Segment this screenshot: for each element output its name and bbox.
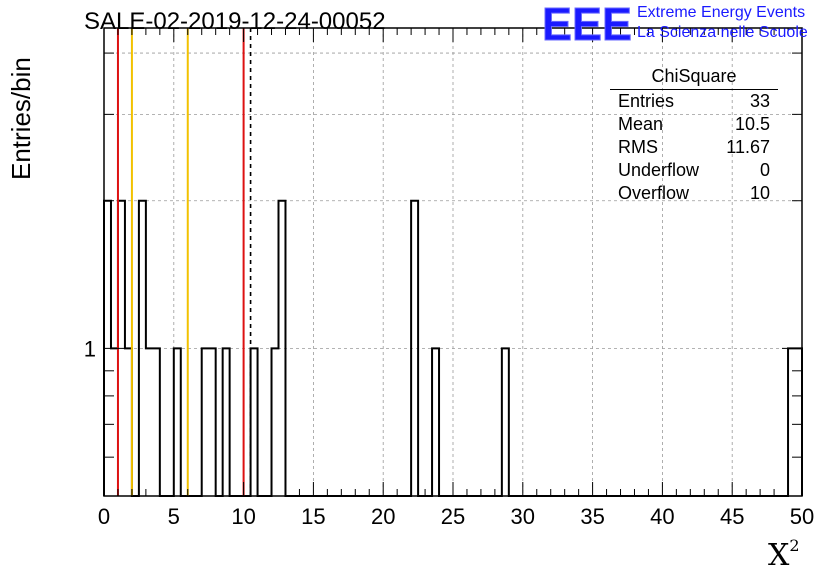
x-tick-label: 35 bbox=[580, 504, 604, 529]
stats-label: Mean bbox=[618, 114, 664, 134]
x-tick-label: 20 bbox=[371, 504, 395, 529]
x-tick-label: 0 bbox=[98, 504, 110, 529]
histogram-bin bbox=[279, 201, 286, 496]
stats-row: Underflow 0 bbox=[610, 159, 778, 182]
histogram-bin bbox=[411, 201, 418, 496]
stats-value: 10.5 bbox=[734, 114, 770, 134]
histogram-bin bbox=[223, 348, 230, 496]
x-tick-label: 5 bbox=[168, 504, 180, 529]
x-tick-label: 15 bbox=[301, 504, 325, 529]
histogram-bin bbox=[209, 348, 216, 496]
logo-mark: EEE bbox=[542, 2, 632, 44]
y-axis-label: Entries/bin bbox=[6, 57, 36, 180]
histogram-bin bbox=[174, 348, 181, 496]
histogram-bin bbox=[251, 348, 258, 496]
x-tick-label: 25 bbox=[441, 504, 465, 529]
logo-line-1: Extreme Energy Events bbox=[637, 4, 806, 21]
y-tick-label: 1 bbox=[84, 336, 96, 361]
stats-value: 10 bbox=[749, 183, 770, 203]
histogram-bin bbox=[202, 348, 209, 496]
x-tick-label: 30 bbox=[511, 504, 535, 529]
stats-value: 33 bbox=[749, 91, 770, 111]
stats-row: RMS 11.67 bbox=[610, 136, 778, 159]
histogram-bin bbox=[432, 348, 439, 496]
x-axis-label-superscript: 2 bbox=[789, 536, 799, 555]
stats-row: Entries 33 bbox=[610, 90, 778, 113]
x-tick-label: 40 bbox=[650, 504, 674, 529]
stats-row: Mean 10.5 bbox=[610, 113, 778, 136]
histogram-bin bbox=[139, 201, 146, 496]
histogram-bin bbox=[502, 348, 509, 496]
eee-logo: EEE bbox=[542, 2, 633, 44]
histogram-bin bbox=[272, 348, 279, 496]
stats-label: Entries bbox=[618, 91, 675, 111]
logo-line-2: La Scienza nelle Scuole bbox=[637, 24, 808, 41]
stats-row: Overflow 10 bbox=[610, 182, 778, 205]
histogram-bin bbox=[146, 348, 153, 496]
x-axis-label-base: X bbox=[768, 538, 790, 572]
histogram-bin bbox=[125, 348, 132, 496]
stats-label: RMS bbox=[618, 137, 658, 157]
stats-value: 0 bbox=[759, 160, 770, 180]
logo-text: Extreme Energy Events La Scienza nelle S… bbox=[637, 3, 808, 43]
x-tick-label: 45 bbox=[720, 504, 744, 529]
stats-label: Underflow bbox=[618, 160, 700, 180]
stats-value: 11.67 bbox=[726, 137, 770, 157]
stats-title: ChiSquare bbox=[610, 64, 778, 90]
x-axis-label: X2 bbox=[768, 536, 800, 572]
x-tick-label: 50 bbox=[790, 504, 814, 529]
chart-title: SALE-02-2019-12-24-00052 bbox=[84, 8, 386, 35]
x-tick-label: 10 bbox=[231, 504, 255, 529]
stats-box: ChiSquare Entries 33 Mean 10.5 RMS 11.67… bbox=[610, 64, 778, 205]
stats-label: Overflow bbox=[618, 183, 690, 203]
histogram-bin bbox=[153, 348, 160, 496]
